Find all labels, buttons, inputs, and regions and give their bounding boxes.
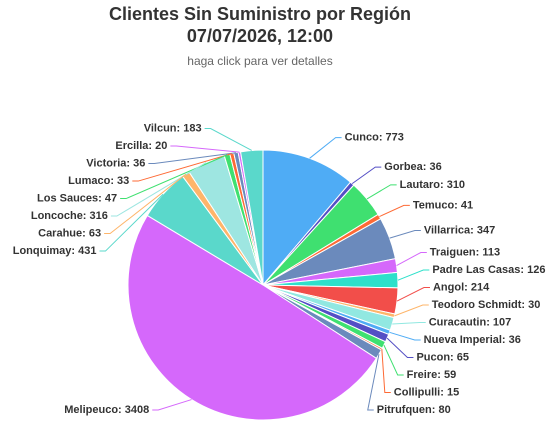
connector [397,269,430,281]
data-label: Carahue: 63 [38,227,101,239]
data-label: Pucon: 65 [416,351,469,363]
data-label: Los Sauces: 47 [37,192,117,204]
connector [394,304,429,317]
connector [170,145,240,153]
data-label: Gorbea: 36 [384,161,441,173]
connector [99,193,164,252]
connector [396,287,430,302]
connector [392,322,426,325]
data-label: Freire: 59 [407,369,457,381]
data-label: Traiguen: 113 [430,246,500,258]
data-label: Melipeuco: 3408 [64,404,149,416]
data-label: Cunco: 773 [345,132,404,144]
data-label: Villarrica: 347 [424,224,495,236]
connector [383,344,404,376]
connector [204,128,252,151]
data-label: Collipulli: 15 [394,386,459,398]
data-label: Pitrufquen: 80 [377,404,451,416]
connector [152,399,192,411]
chart-title: Clientes Sin Suministro por Región [109,4,411,24]
connector [381,349,391,393]
data-label: Angol: 214 [433,281,490,293]
connector [367,354,380,411]
connector [389,229,421,239]
data-label: Lumaco: 33 [68,175,129,187]
data-label: Curacautin: 107 [429,316,512,328]
data-label: Ercilla: 20 [115,140,167,152]
connector [132,153,232,182]
connector [148,152,237,165]
data-label: Vilcun: 183 [144,122,202,134]
pie-slice[interactable] [127,214,378,421]
chart-title: 07/07/2026, 12:00 [187,26,333,46]
data-label: Victoria: 36 [86,157,145,169]
connector [386,337,414,358]
data-label: Lonquimay: 431 [13,245,97,257]
connector [351,166,382,185]
data-label: Temuco: 41 [413,199,473,211]
connector [120,154,228,200]
data-label: Loncoche: 316 [31,210,108,222]
data-label: Teodoro Schmidt: 30 [432,299,541,311]
data-label: Nueva Imperial: 36 [424,334,521,346]
chart-subtitle: haga click para ver detalles [187,54,332,68]
connector [104,173,187,235]
data-label: Lautaro: 310 [400,179,465,191]
connector [309,137,342,159]
connector [366,184,397,200]
connector [110,162,207,217]
connector [379,204,410,218]
data-label: Padre Las Casas: 126 [432,264,545,276]
connector [396,252,427,266]
connector [389,331,421,341]
